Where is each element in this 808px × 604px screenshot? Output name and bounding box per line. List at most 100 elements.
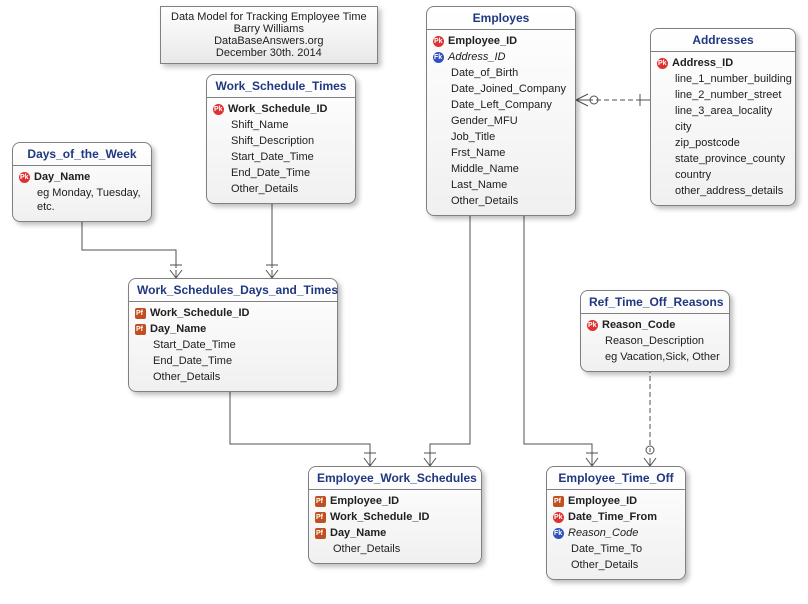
- entity-addr-attr-3: line_3_area_locality: [657, 103, 789, 119]
- spacer-icon: [213, 184, 227, 195]
- spacer-icon: [433, 164, 447, 175]
- attr-label: Shift_Name: [231, 118, 288, 132]
- entity-rto-body: Reason_CodeReason_Descriptioneg Vacation…: [581, 314, 729, 371]
- entity-wst-attr-1: Shift_Name: [213, 117, 349, 133]
- entity-rto: Ref_Time_Off_Reasons Reason_Code Reason_De…: [580, 290, 730, 372]
- spacer-icon: [657, 90, 671, 101]
- pk-icon: [19, 172, 30, 183]
- spacer-icon: [135, 356, 149, 367]
- entity-wst-body: Work_Schedule_IDShift_Name Shift_Descript…: [207, 98, 355, 203]
- spacer-icon: [657, 170, 671, 181]
- entity-emp-title: Employes: [427, 7, 575, 30]
- entity-emp-attr-5: Gender_MFU: [433, 113, 569, 129]
- entity-wst-title: Work_Schedule_Times: [207, 75, 355, 98]
- spacer-icon: [213, 120, 227, 131]
- entity-rto-attr-1: Reason_Description: [587, 333, 723, 349]
- attr-label: Other_Details: [451, 194, 518, 208]
- attr-label: Middle_Name: [451, 162, 519, 176]
- attr-label: Reason_Description: [605, 334, 704, 348]
- entity-wsdt-attr-3: End_Date_Time: [135, 353, 331, 369]
- spacer-icon: [135, 340, 149, 351]
- attr-label: Address_ID: [448, 50, 505, 64]
- attr-label: Date_Time_To: [571, 542, 642, 556]
- attr-label: End_Date_Time: [231, 166, 310, 180]
- pk-icon: [553, 512, 564, 523]
- attr-label: Other_Details: [571, 558, 638, 572]
- info-line-4: December 30th. 2014: [171, 47, 367, 59]
- spacer-icon: [19, 195, 33, 206]
- spacer-icon: [657, 138, 671, 149]
- entity-rto-attr-0: Reason_Code: [587, 317, 723, 333]
- attr-label: Other_Details: [333, 542, 400, 556]
- pf-icon: [135, 324, 146, 335]
- spacer-icon: [553, 544, 567, 555]
- diagram-info-box: Data Model for Tracking Employee Time Ba…: [160, 6, 378, 64]
- attr-label: Reason_Code: [602, 318, 675, 332]
- attr-label: Start_Date_Time: [231, 150, 314, 164]
- entity-wst-attr-0: Work_Schedule_ID: [213, 101, 349, 117]
- spacer-icon: [433, 148, 447, 159]
- entity-days-title: Days_of_the_Week: [13, 143, 151, 166]
- attr-label: country: [675, 168, 711, 182]
- entity-emp-attr-2: Date_of_Birth: [433, 65, 569, 81]
- spacer-icon: [433, 100, 447, 111]
- pf-icon: [553, 496, 564, 507]
- spacer-icon: [213, 168, 227, 179]
- entity-ews-attr-1: Work_Schedule_ID: [315, 509, 475, 525]
- attr-label: line_2_number_street: [675, 88, 781, 102]
- entity-addr-title: Addresses: [651, 29, 795, 52]
- info-line-2: Barry Williams: [171, 23, 367, 35]
- entity-addr-attr-7: country: [657, 167, 789, 183]
- entity-addr-attr-2: line_2_number_street: [657, 87, 789, 103]
- spacer-icon: [433, 180, 447, 191]
- info-line-1: Data Model for Tracking Employee Time: [171, 11, 367, 23]
- entity-eto: Employee_Time_Off Employee_IDDate_Time_Fr…: [546, 466, 686, 580]
- spacer-icon: [657, 106, 671, 117]
- pf-icon: [135, 308, 146, 319]
- attr-label: Date_Time_From: [568, 510, 657, 524]
- attr-label: Day_Name: [34, 170, 90, 184]
- entity-emp-attr-0: Employee_ID: [433, 33, 569, 49]
- spacer-icon: [553, 560, 567, 571]
- entity-wsdt-attr-0: Work_Schedule_ID: [135, 305, 331, 321]
- entity-addr-body: Address_IDline_1_number_buildingline_2_n…: [651, 52, 795, 205]
- entity-emp-attr-7: Frst_Name: [433, 145, 569, 161]
- spacer-icon: [433, 196, 447, 207]
- entity-eto-attr-0: Employee_ID: [553, 493, 679, 509]
- entity-days: Days_of_the_WeekDay_Nameeg Monday, Tuesd…: [12, 142, 152, 222]
- entity-wst-attr-2: Shift_Description: [213, 133, 349, 149]
- entity-emp-body: Employee_IDAddress_IDDate_of_BirthDate_J…: [427, 30, 575, 215]
- attr-label: Shift_Description: [231, 134, 314, 148]
- entity-eto-title: Employee_Time_Off: [547, 467, 685, 490]
- entity-addr-attr-0: Address_ID: [657, 55, 789, 71]
- entity-wsdt-body: Work_Schedule_IDDay_NameStart_Date_TimeE…: [129, 302, 337, 391]
- attr-label: Employee_ID: [448, 34, 517, 48]
- spacer-icon: [433, 68, 447, 79]
- entity-eto-attr-4: Other_Details: [553, 557, 679, 573]
- entity-wsdt-attr-4: Other_Details: [135, 369, 331, 385]
- entity-wsdt-attr-2: Start_Date_Time: [135, 337, 331, 353]
- pf-icon: [315, 512, 326, 523]
- entity-emp-attr-10: Other_Details: [433, 193, 569, 209]
- attr-label: Frst_Name: [451, 146, 505, 160]
- entity-emp-attr-9: Last_Name: [433, 177, 569, 193]
- entity-days-attr-0: Day_Name: [19, 169, 145, 185]
- entity-ews: Employee_Work_SchedulesEmployee_IDWork_S…: [308, 466, 482, 564]
- entity-wsdt-title: Work_Schedules_Days_and_Times: [129, 279, 337, 302]
- spacer-icon: [213, 136, 227, 147]
- pk-icon: [657, 58, 668, 69]
- spacer-icon: [657, 74, 671, 85]
- entity-wsdt-attr-1: Day_Name: [135, 321, 331, 337]
- spacer-icon: [657, 186, 671, 197]
- attr-label: Job_Title: [451, 130, 495, 144]
- entity-wst-attr-3: Start_Date_Time: [213, 149, 349, 165]
- entity-emp-attr-1: Address_ID: [433, 49, 569, 65]
- pf-icon: [315, 496, 326, 507]
- attr-label: Day_Name: [150, 322, 206, 336]
- entity-rto-title: Ref_Time_Off_Reasons: [581, 291, 729, 314]
- entity-days-body: Day_Nameeg Monday, Tuesday, etc.: [13, 166, 151, 221]
- entity-addr-attr-1: line_1_number_building: [657, 71, 789, 87]
- spacer-icon: [433, 116, 447, 127]
- attr-label: Other_Details: [153, 370, 220, 384]
- entity-wsdt: Work_Schedules_Days_and_TimesWork_Schedu…: [128, 278, 338, 392]
